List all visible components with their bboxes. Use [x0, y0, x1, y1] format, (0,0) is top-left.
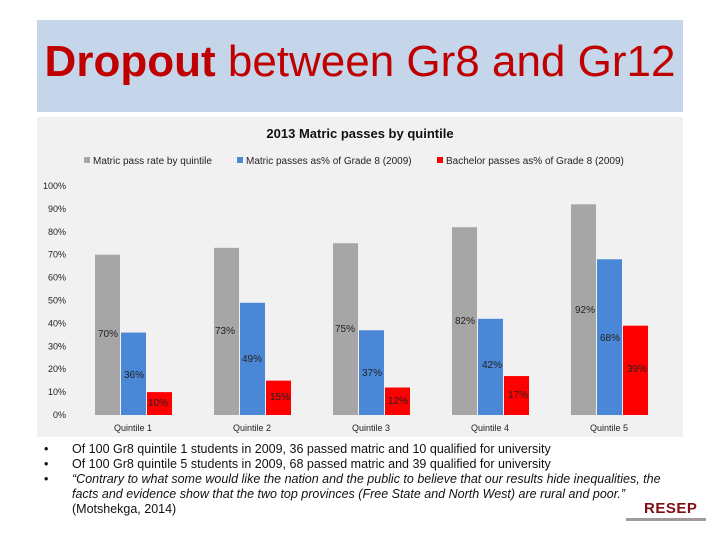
bar-bachelor-passes: [385, 387, 410, 415]
y-tick-label: 60%: [48, 273, 66, 283]
legend-swatch: [84, 157, 90, 163]
bullet-list: • Of 100 Gr8 quintile 1 students in 2009,…: [44, 442, 684, 517]
data-label: 75%: [335, 324, 355, 335]
resep-logo: RESEP: [644, 500, 698, 517]
x-tick-label: Quintile 4: [471, 423, 509, 433]
chart-title: 2013 Matric passes by quintile: [266, 126, 453, 141]
title-banner: [37, 20, 683, 112]
data-label: 92%: [575, 305, 595, 316]
legend-swatch: [237, 157, 243, 163]
data-label: 36%: [124, 370, 144, 381]
bar-pass-rate: [333, 243, 358, 415]
data-label: 42%: [482, 360, 502, 371]
y-tick-label: 0%: [53, 410, 66, 420]
bar-bachelor-passes: [266, 380, 291, 415]
legend-label: Matric passes as% of Grade 8 (2009): [246, 156, 412, 167]
bar-matric-passes: [121, 332, 146, 415]
data-label: 49%: [242, 354, 262, 365]
y-tick-label: 30%: [48, 341, 66, 351]
y-tick-label: 10%: [48, 387, 66, 397]
quote-text: “Contrary to what some would like the na…: [72, 472, 661, 501]
bullet-text: Of 100 Gr8 quintile 1 students in 2009, …: [72, 442, 551, 456]
bar-matric-passes: [359, 330, 384, 415]
x-tick-label: Quintile 2: [233, 423, 271, 433]
bar-bachelor-passes: [623, 325, 648, 415]
data-label: 15%: [270, 392, 290, 403]
bar-matric-passes: [478, 318, 503, 415]
x-tick-label: Quintile 5: [590, 423, 628, 433]
legend-label: Matric pass rate by quintile: [93, 156, 212, 167]
logo-underline: [626, 518, 706, 521]
bar-matric-passes: [240, 302, 265, 415]
bar-pass-rate: [95, 254, 120, 415]
bar-pass-rate: [571, 204, 596, 415]
bar-matric-passes: [597, 259, 622, 415]
data-label: 37%: [362, 368, 382, 379]
bullet-item: • Of 100 Gr8 quintile 5 students in 2009,…: [44, 457, 684, 472]
bullet-text: Of 100 Gr8 quintile 5 students in 2009, …: [72, 457, 551, 471]
bar-bachelor-passes: [147, 392, 172, 415]
data-label: 39%: [627, 364, 647, 375]
bullet-dot: •: [44, 472, 49, 486]
bullet-item: • “Contrary to what some would like the n…: [44, 472, 684, 517]
bar-bachelor-passes: [504, 376, 529, 415]
bullet-dot: •: [44, 442, 49, 456]
y-tick-label: 100%: [43, 181, 66, 191]
data-label: 70%: [98, 329, 118, 340]
data-label: 82%: [455, 316, 475, 327]
data-label: 10%: [148, 398, 168, 409]
slide-title: Dropout between Gr8 and Gr12: [0, 40, 720, 84]
data-label: 17%: [508, 390, 528, 401]
y-tick-label: 90%: [48, 204, 66, 214]
data-label: 12%: [388, 396, 408, 407]
legend-swatch: [437, 157, 443, 163]
y-tick-label: 80%: [48, 227, 66, 237]
y-tick-label: 70%: [48, 250, 66, 260]
bar-pass-rate: [214, 247, 239, 415]
y-tick-label: 40%: [48, 318, 66, 328]
y-tick-label: 50%: [48, 296, 66, 306]
y-tick-label: 20%: [48, 364, 66, 374]
bar-pass-rate: [452, 227, 477, 415]
slide-title-rest: between Gr8 and Gr12: [227, 37, 676, 86]
data-label: 68%: [600, 333, 620, 344]
quote-source: (Motshekga, 2014): [72, 502, 177, 516]
legend-label: Bachelor passes as% of Grade 8 (2009): [446, 156, 624, 167]
x-tick-label: Quintile 3: [352, 423, 390, 433]
bullet-dot: •: [44, 457, 49, 471]
x-tick-label: Quintile 1: [114, 423, 152, 433]
slide-title-bold: Dropout: [44, 37, 216, 86]
data-label: 73%: [215, 326, 235, 337]
bullet-item: • Of 100 Gr8 quintile 1 students in 2009,…: [44, 442, 684, 457]
